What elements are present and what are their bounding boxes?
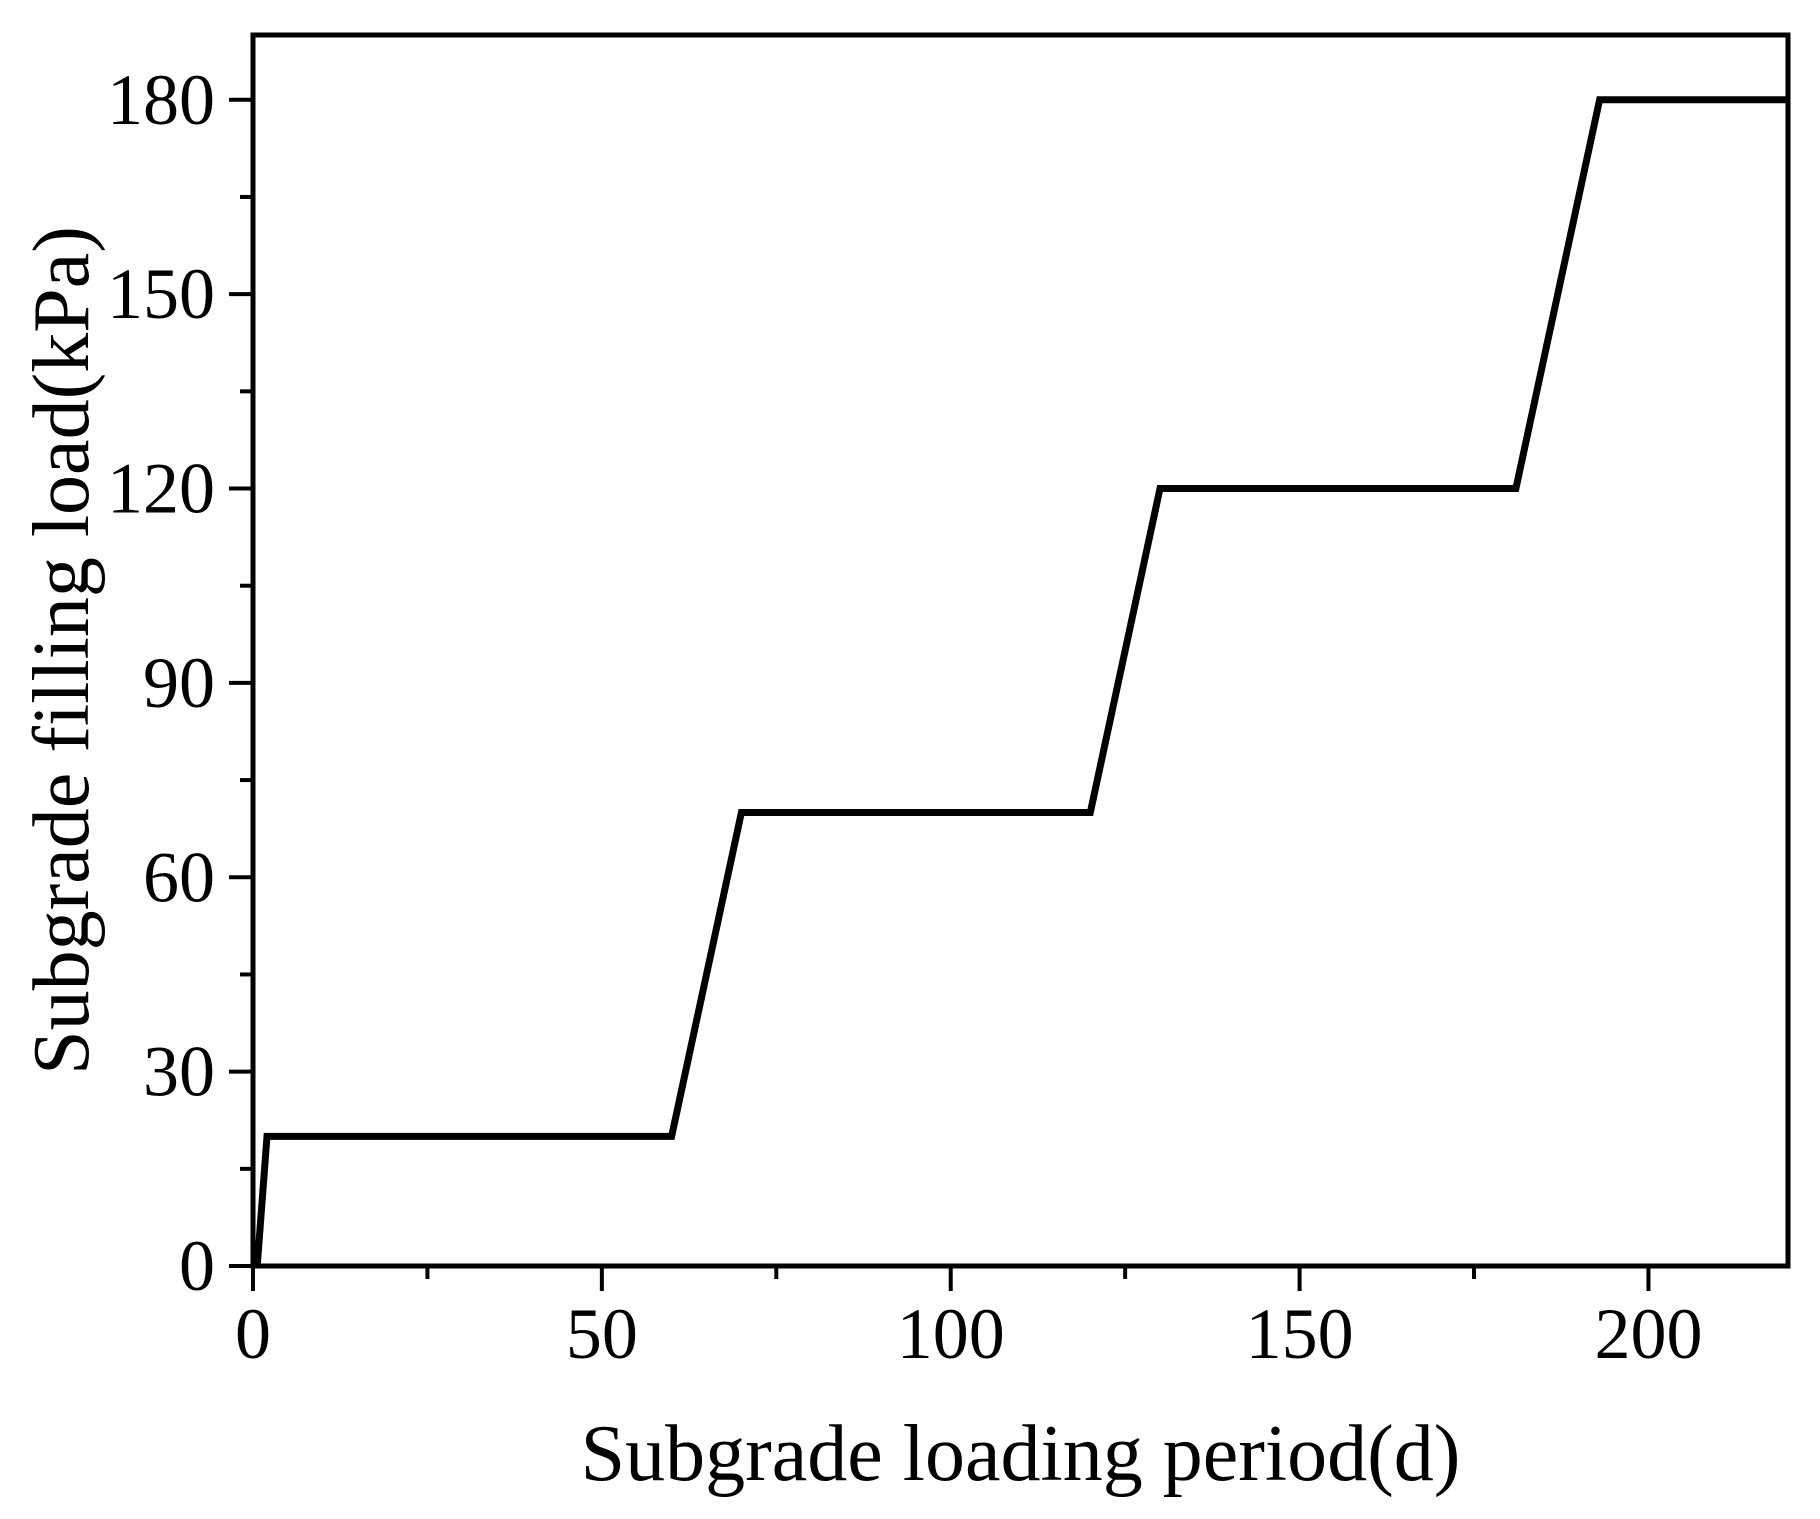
y-tick-label: 30 — [143, 1032, 215, 1112]
x-axis-title: Subgrade loading period(d) — [581, 1410, 1461, 1498]
load-step-line — [253, 96, 1788, 1267]
plot-frame — [250, 32, 1791, 1269]
x-tick-label: 200 — [1594, 1294, 1702, 1374]
y-axis-title: Subgrade filling load(kPa) — [18, 226, 106, 1075]
y-tick-label: 180 — [107, 60, 215, 140]
x-tick-label: 0 — [235, 1294, 271, 1374]
x-tick-label: 100 — [897, 1294, 1005, 1374]
axis-tick-labels: 0 50 100 150 200 0 30 60 90 120 150 180 — [107, 60, 1702, 1374]
y-tick-label: 150 — [107, 254, 215, 334]
y-tick-label: 90 — [143, 643, 215, 723]
y-tick-label: 120 — [107, 449, 215, 529]
x-tick-label: 150 — [1246, 1294, 1354, 1374]
y-tick-label: 0 — [179, 1226, 215, 1306]
y-tick-label: 60 — [143, 837, 215, 917]
x-tick-label: 50 — [566, 1294, 638, 1374]
